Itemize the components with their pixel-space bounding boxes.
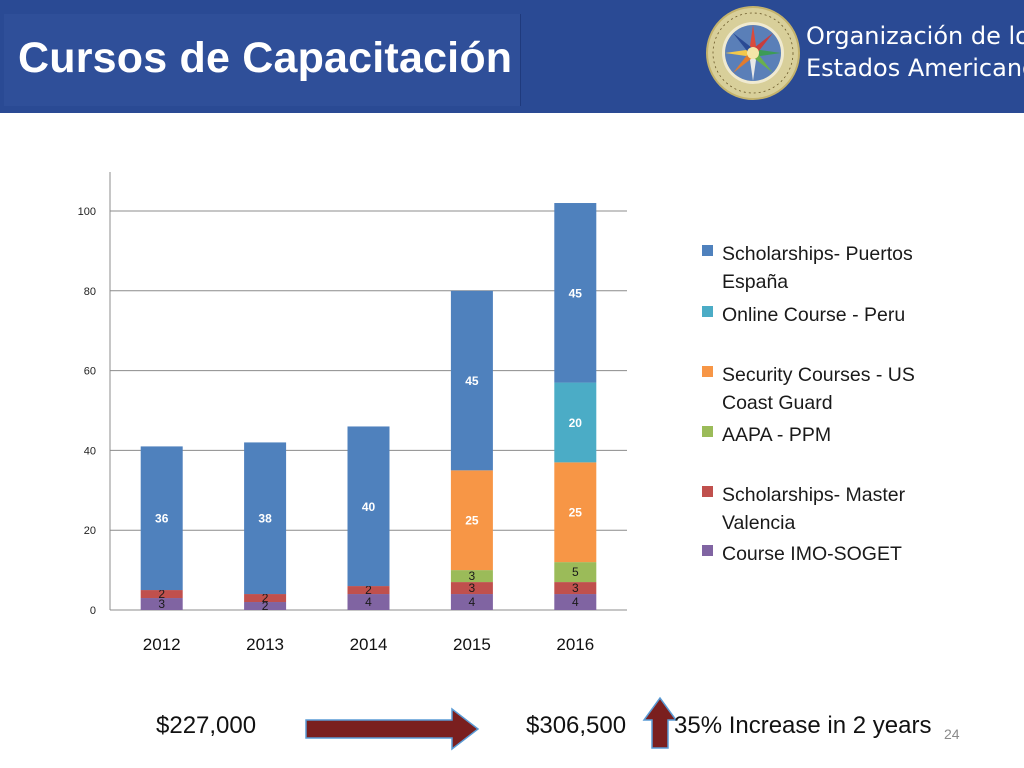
bar-segment: [244, 594, 287, 603]
amount-end: $306,500: [526, 712, 627, 739]
org-name-line1: Organización de los: [806, 22, 1024, 50]
legend-label: Course IMO-SOGET: [722, 543, 902, 565]
legend-swatch: [702, 545, 713, 556]
bar-segment: [554, 562, 597, 583]
data-label: 3: [469, 569, 476, 583]
legend-swatch: [702, 426, 713, 437]
data-label: 5: [572, 565, 579, 579]
title-box: [4, 14, 521, 106]
data-label: 25: [465, 514, 479, 528]
y-tick-label: 60: [84, 366, 96, 378]
bar-segment: [244, 442, 287, 595]
data-label: 3: [158, 597, 165, 611]
data-label: 38: [258, 512, 272, 526]
legend-label: Online Course - Peru: [722, 304, 906, 326]
legend-label: Scholarships- Master Valencia: [722, 484, 906, 534]
data-label: 20: [569, 416, 583, 430]
bar-segment: [347, 586, 390, 595]
data-label: 2: [158, 587, 165, 601]
data-label: 3: [469, 581, 476, 595]
y-tick-label: 0: [90, 605, 96, 617]
bar-segment: [140, 446, 183, 591]
legend-swatch: [702, 306, 713, 317]
bar-segment: [554, 582, 597, 595]
org-name-line2: Estados Americanos: [806, 54, 1024, 82]
legend-swatch: [702, 486, 713, 497]
data-label: 2: [262, 591, 269, 605]
page-number: 24: [944, 726, 960, 742]
data-label: 4: [572, 595, 579, 609]
legend-label: Security Courses - US Coast Guard: [722, 364, 915, 414]
up-arrow-icon: [642, 696, 678, 749]
oas-seal-logo: [704, 2, 802, 104]
data-label: 2: [262, 599, 269, 613]
bar-segment: [347, 594, 390, 610]
legend-label: AAPA - PPM: [722, 424, 832, 446]
bar-segment: [450, 594, 493, 610]
y-tick-label: 80: [84, 286, 96, 298]
y-tick-label: 40: [84, 445, 96, 457]
bar-segment: [450, 570, 493, 583]
bar-segment: [140, 590, 183, 599]
y-tick-label: 100: [78, 206, 96, 218]
x-tick-label: 2012: [143, 635, 181, 654]
increase-text: 35% Increase in 2 years: [674, 712, 932, 739]
bar-segment: [347, 426, 390, 587]
legend-swatch: [702, 366, 713, 377]
data-label: 45: [465, 374, 479, 388]
bar-segment: [554, 382, 597, 463]
bar-segment: [140, 598, 183, 610]
y-tick-label: 20: [84, 525, 96, 537]
page-title: Cursos de Capacitación: [18, 34, 513, 82]
bar-segment: [450, 290, 493, 471]
data-label: 45: [569, 286, 583, 300]
data-label: 4: [469, 595, 476, 609]
data-label: 3: [572, 581, 579, 595]
bar-segment: [450, 470, 493, 571]
x-tick-label: 2016: [556, 635, 594, 654]
legend-swatch: [702, 245, 713, 256]
bar-segment: [450, 582, 493, 595]
x-tick-label: 2014: [350, 635, 388, 654]
legend-label: Scholarships- Puertos España: [722, 243, 913, 293]
amount-start: $227,000: [156, 712, 257, 739]
data-label: 36: [155, 512, 169, 526]
right-arrow-icon: [305, 707, 480, 751]
data-label: 40: [362, 500, 376, 514]
bar-segment: [554, 462, 597, 563]
data-label: 4: [365, 595, 372, 609]
data-label: 2: [365, 583, 372, 597]
bar-segment: [554, 203, 597, 383]
x-tick-label: 2013: [246, 635, 284, 654]
data-label: 25: [569, 506, 583, 520]
bar-segment: [244, 602, 287, 610]
bar-segment: [554, 594, 597, 610]
x-tick-label: 2015: [453, 635, 491, 654]
